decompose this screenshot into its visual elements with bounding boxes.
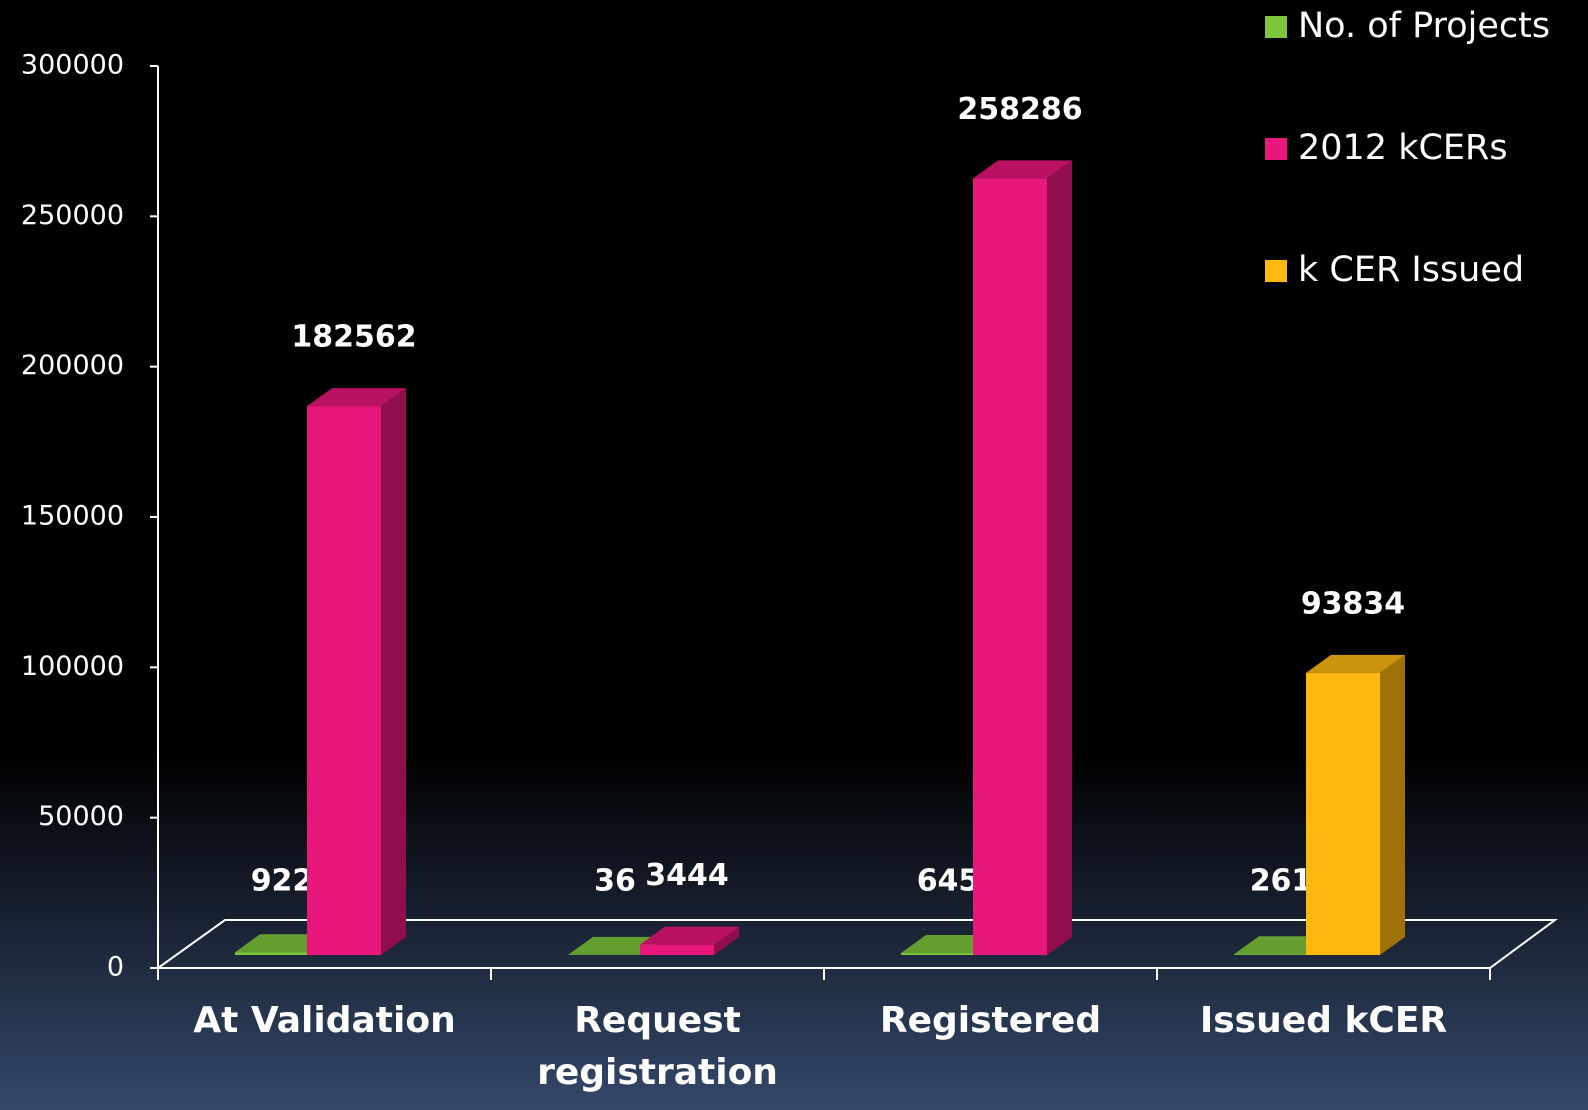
bar-side	[1380, 654, 1405, 955]
y-tick-label: 250000	[21, 200, 124, 231]
bar	[640, 944, 714, 955]
bar	[235, 952, 309, 955]
data-label: 922	[251, 864, 314, 899]
legend-swatch	[1265, 138, 1287, 160]
legend-label: k CER Issued	[1298, 250, 1524, 290]
data-label: 258286	[957, 92, 1082, 127]
legend-label: No. of Projects	[1298, 6, 1550, 46]
legend-label: 2012 kCERs	[1298, 128, 1508, 168]
bar	[901, 953, 975, 955]
y-tick-label: 50000	[38, 801, 124, 832]
y-tick-label: 0	[107, 952, 124, 983]
y-tick-label: 200000	[21, 350, 124, 381]
bar-side	[714, 926, 739, 955]
bar	[973, 178, 1047, 955]
y-tick-label: 300000	[21, 50, 124, 81]
x-tick-label: At Validation	[193, 1000, 456, 1041]
x-tick-label: Registered	[879, 1000, 1102, 1041]
legend-swatch	[1265, 260, 1287, 282]
bar-top	[973, 160, 1072, 179]
data-label: 36	[594, 864, 636, 899]
bar-side	[1047, 160, 1072, 955]
bar-top	[640, 926, 739, 945]
data-label: 93834	[1301, 586, 1405, 621]
x-tick-label: Issued kCER	[1199, 1000, 1448, 1041]
bar-top	[307, 388, 406, 407]
y-tick-label: 150000	[21, 501, 124, 532]
x-tick-label: Request registration	[537, 1000, 778, 1093]
data-label: 3444	[645, 858, 729, 893]
bar-top	[1306, 654, 1405, 673]
data-label: 261	[1250, 864, 1313, 899]
legend-swatch	[1265, 16, 1287, 38]
bar-side	[381, 388, 406, 955]
data-label: 645	[917, 864, 980, 899]
bar	[1234, 954, 1308, 955]
data-label: 182562	[291, 320, 416, 355]
bar	[307, 406, 381, 955]
bar	[1306, 672, 1380, 955]
y-tick-label: 100000	[21, 651, 124, 682]
